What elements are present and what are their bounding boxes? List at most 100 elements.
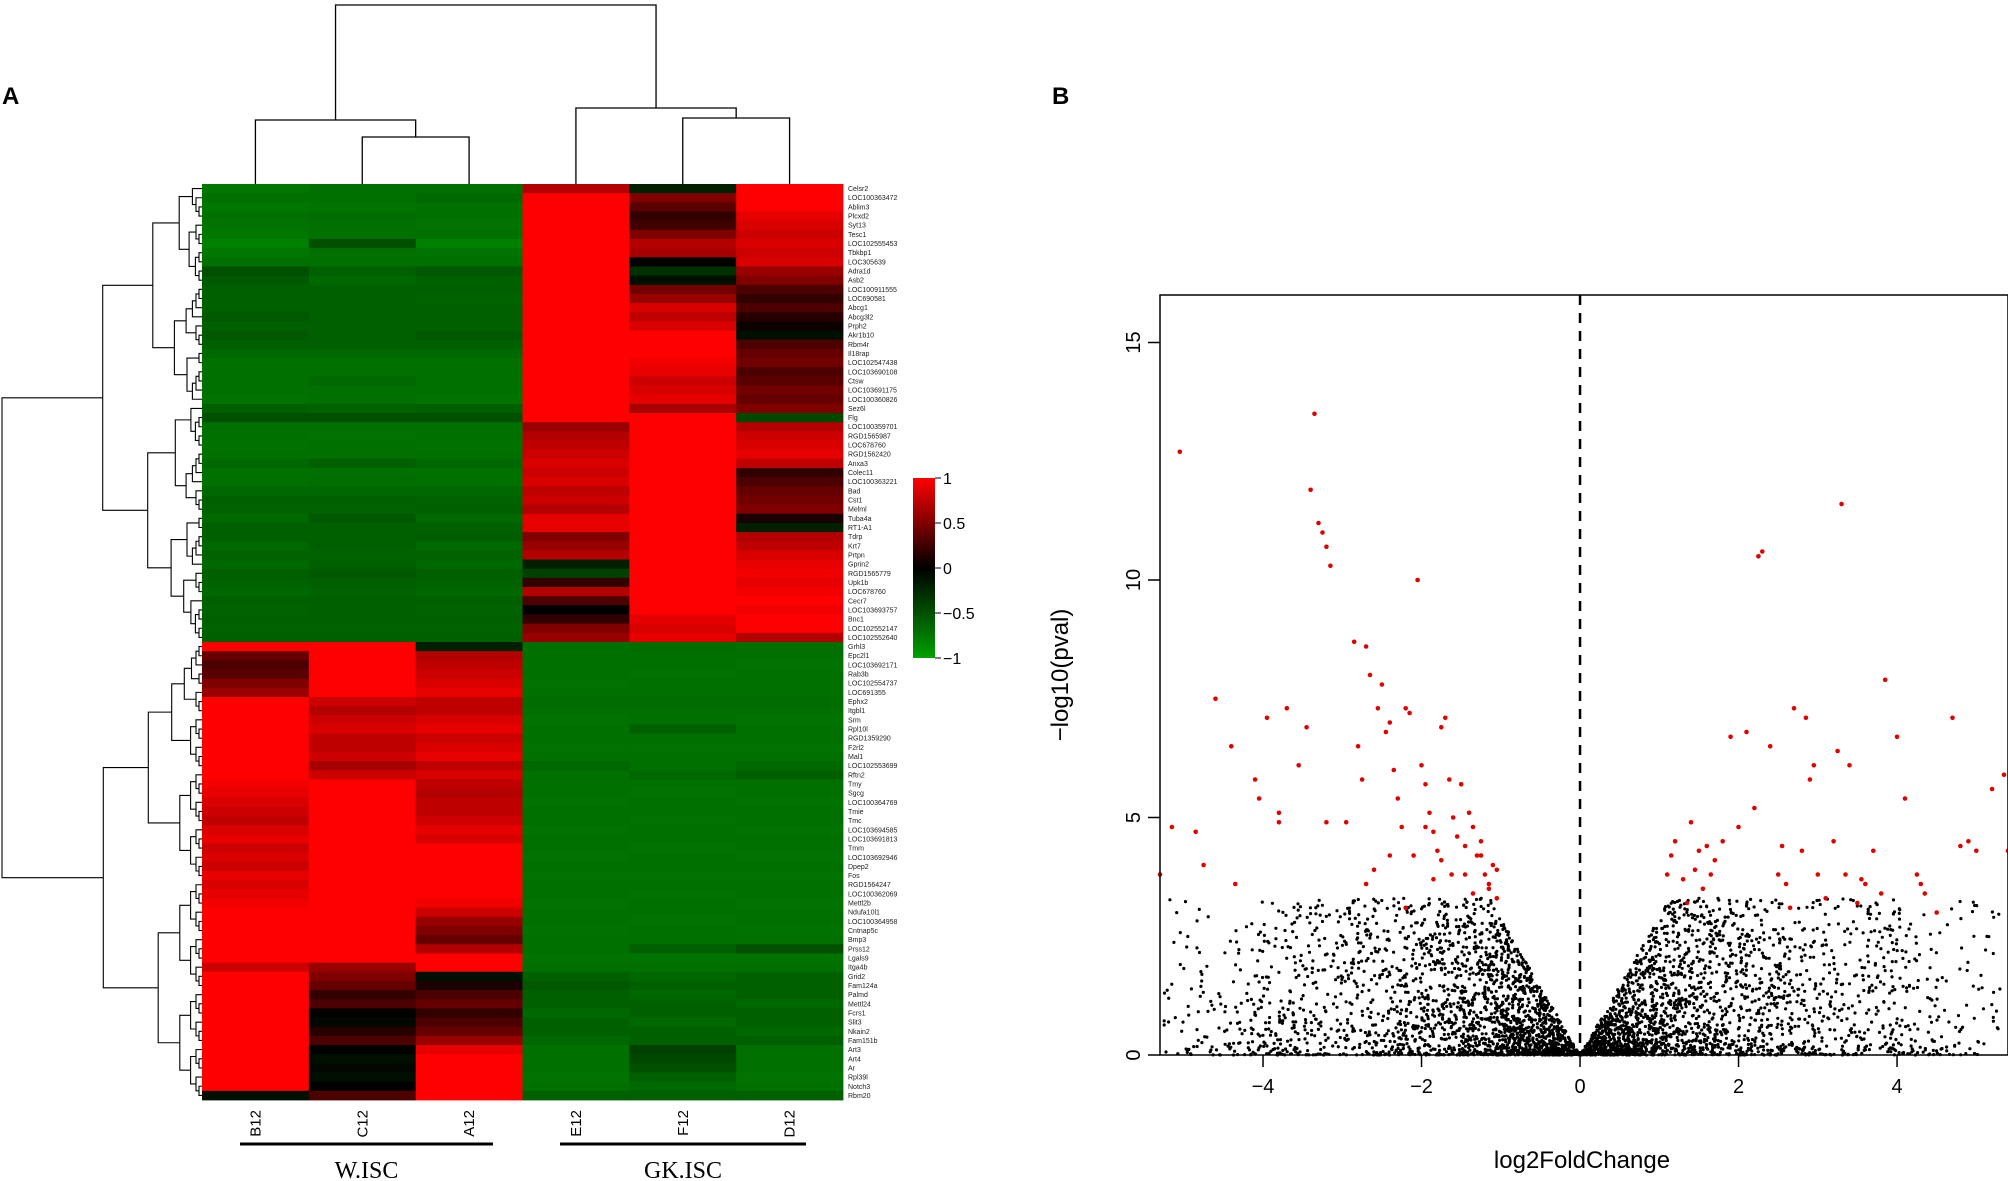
heatmap-cell — [629, 916, 737, 927]
significant-point — [1720, 839, 1725, 844]
heatmap-cell — [415, 953, 523, 963]
heatmap-cell — [736, 751, 844, 762]
gene-label: Gprin2 — [848, 562, 869, 569]
y-tick-label: 0 — [1123, 1049, 1145, 1060]
gene-label: LOC100363221 — [848, 479, 898, 486]
gene-label: Rbm4r — [848, 342, 870, 349]
heatmap-cell — [522, 1090, 630, 1101]
heatmap-cell — [415, 266, 523, 276]
heatmap-cell — [415, 1081, 523, 1092]
sample-label: C12 — [354, 1110, 371, 1138]
gene-label: Anxa3 — [848, 461, 868, 468]
gene-label: LOC100364769 — [848, 800, 898, 807]
gene-label: LOC102555453 — [848, 241, 898, 248]
heatmap-cell — [736, 834, 844, 844]
heatmap-cell — [415, 944, 523, 954]
heatmap-cell — [736, 788, 844, 799]
heatmap-cell — [308, 696, 417, 707]
dendrogram-link — [198, 838, 202, 849]
significant-point — [1427, 810, 1432, 816]
heatmap-cell — [629, 257, 737, 267]
heatmap-cell — [202, 614, 310, 625]
heatmap-cell — [308, 587, 417, 597]
heatmap-cell — [629, 834, 737, 844]
heatmap-cell — [308, 605, 417, 615]
gene-label: LOC100363472 — [848, 195, 898, 202]
heatmap-cell — [308, 898, 417, 909]
heatmap-cell — [202, 477, 310, 487]
dendrogram-link — [147, 711, 180, 824]
heatmap-cell — [522, 669, 630, 680]
heatmap-cell — [308, 293, 417, 304]
heatmap-cell — [522, 806, 630, 817]
dendrogram-link — [102, 284, 153, 511]
gene-label: Cecr7 — [848, 598, 867, 605]
heatmap-cell — [308, 715, 417, 725]
heatmap-cell — [202, 669, 310, 680]
heatmap-cell — [522, 642, 630, 652]
heatmap-cell — [202, 788, 310, 799]
heatmap-cell — [202, 871, 310, 881]
heatmap-cell — [202, 522, 310, 533]
heatmap-cell — [202, 193, 310, 203]
heatmap-cell — [308, 742, 417, 753]
dendrogram-link — [191, 382, 202, 400]
heatmap-cell — [629, 458, 737, 469]
heatmap-cell — [736, 678, 844, 689]
heatmap-cell — [202, 806, 310, 817]
significant-point — [1355, 744, 1361, 749]
heatmap-cell — [202, 733, 310, 744]
heatmap-cell — [308, 1054, 417, 1064]
significant-point — [1403, 905, 1408, 911]
heatmap-cell — [522, 834, 630, 844]
significant-point — [1296, 763, 1301, 768]
heatmap-cell — [415, 348, 523, 359]
heatmap-cell — [415, 293, 523, 304]
dendrogram-link — [198, 783, 202, 794]
heatmap-cell — [629, 990, 737, 1000]
dendrogram-link — [198, 865, 202, 877]
heatmap-cell — [736, 1035, 844, 1046]
column-dendrogram — [254, 4, 791, 184]
gene-label: Rpl39l — [848, 1075, 868, 1082]
significant-point — [1395, 796, 1401, 801]
heatmap-cell — [736, 486, 844, 496]
significant-point — [1708, 872, 1714, 877]
heatmap-cell — [629, 687, 737, 698]
heatmap-cell — [415, 843, 523, 854]
heatmap-cell — [629, 806, 737, 817]
heatmap-cell — [629, 605, 737, 615]
heatmap-cell — [629, 238, 737, 249]
dendrogram-link — [185, 473, 196, 499]
heatmap-cell — [629, 348, 737, 359]
gene-label: LOC103692946 — [848, 855, 898, 862]
heatmap-cell — [415, 211, 523, 222]
heatmap-cell — [736, 1045, 844, 1055]
gene-label: LOC678760 — [848, 589, 886, 596]
heatmap-cell — [415, 834, 523, 844]
heatmap-cell — [415, 394, 523, 405]
heatmap-cell — [629, 559, 737, 570]
significant-point — [1700, 886, 1706, 892]
gene-label: LOC103691175 — [848, 388, 897, 395]
heatmap-cell — [629, 532, 737, 542]
heatmap-cell — [629, 1072, 737, 1083]
heatmap-cell — [629, 303, 737, 313]
heatmap-cell — [629, 293, 737, 304]
heatmap-cell — [522, 1072, 630, 1083]
significant-point — [1229, 744, 1234, 749]
heatmap-cell — [629, 477, 737, 487]
heatmap-cell — [308, 614, 417, 625]
heatmap-cell — [629, 880, 737, 890]
gene-label: Adra1d — [848, 269, 871, 276]
significant-point — [1431, 877, 1436, 882]
gene-label: LOC103690108 — [848, 369, 898, 376]
heatmap-cell — [202, 202, 310, 212]
heatmap-cell — [629, 751, 737, 762]
heatmap-cell — [522, 394, 630, 405]
significant-point — [1914, 872, 1920, 877]
heatmap-cell — [522, 431, 630, 441]
heatmap-cell — [629, 742, 737, 753]
significant-point — [1486, 881, 1492, 887]
heatmap-cell — [629, 220, 737, 231]
